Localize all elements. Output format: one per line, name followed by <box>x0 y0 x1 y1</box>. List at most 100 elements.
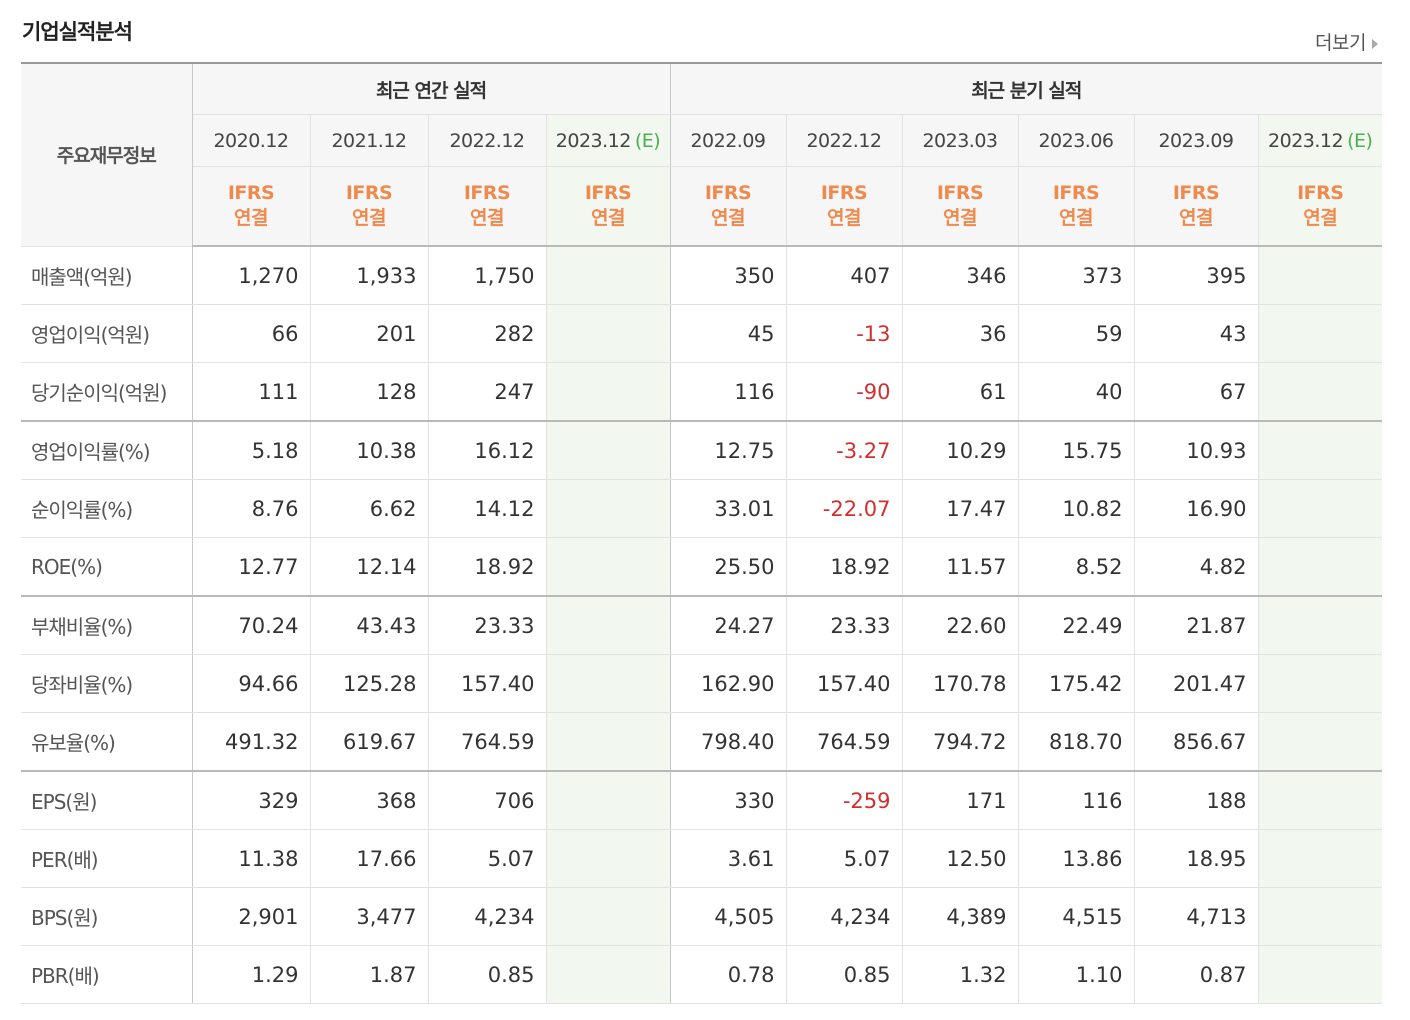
value-cell: 116 <box>670 362 787 422</box>
row-label: 당좌비율(%) <box>21 654 193 713</box>
value-cell: 16.90 <box>1134 479 1259 538</box>
value-cell: 40 <box>1018 362 1135 422</box>
table-row: 부채비율(%) 70.24 43.43 23.33 24.27 23.33 22.60 22.… <box>21 596 1382 655</box>
value-cell <box>1258 304 1382 363</box>
value-cell: 491.32 <box>192 712 311 772</box>
value-cell: 407 <box>786 246 903 305</box>
value-cell: 856.67 <box>1134 712 1259 772</box>
ifrs-badge[interactable]: IFRS 연결 <box>546 166 671 247</box>
table-row: 영업이익률(%) 5.18 10.38 16.12 12.75 -3.27 10.29 15.… <box>21 421 1382 480</box>
value-cell <box>546 421 671 480</box>
consolidated-label: 연결 <box>470 207 504 229</box>
value-cell: 18.92 <box>786 537 903 597</box>
ifrs-badge[interactable]: IFRS 연결 <box>428 166 547 247</box>
value-cell: 764.59 <box>786 712 903 772</box>
year-header: 2023.12 (E) <box>1258 114 1382 167</box>
value-cell: 12.75 <box>670 421 787 480</box>
year-label: 2023.12 <box>1268 129 1344 152</box>
value-cell: 1.10 <box>1018 945 1135 1004</box>
more-link-label: 더보기 <box>1315 32 1366 54</box>
ifrs-badge[interactable]: IFRS 연결 <box>786 166 903 247</box>
ifrs-badge[interactable]: IFRS 연결 <box>1258 166 1382 247</box>
year-header: 2021.12 <box>310 114 429 167</box>
value-cell: 10.38 <box>310 421 429 480</box>
value-cell: 21.87 <box>1134 596 1259 655</box>
value-cell <box>546 945 671 1004</box>
value-cell: 66 <box>192 304 311 363</box>
value-cell: 59 <box>1018 304 1135 363</box>
ifrs-badge[interactable]: IFRS 연결 <box>192 166 311 247</box>
year-header: 2023.06 <box>1018 114 1135 167</box>
value-cell: 1,270 <box>192 246 311 305</box>
ifrs-label: IFRS <box>345 182 393 204</box>
value-cell: 10.82 <box>1018 479 1135 538</box>
value-cell: 11.57 <box>902 537 1019 597</box>
value-cell: 12.50 <box>902 829 1019 888</box>
financial-summary-table: 주요재무정보 최근 연간 실적 최근 분기 실적 2020.12 2021.12 2… <box>21 62 1382 1004</box>
value-cell: 3,477 <box>310 887 429 946</box>
value-cell <box>546 304 671 363</box>
value-cell: 94.66 <box>192 654 311 713</box>
consolidated-label: 연결 <box>234 207 268 229</box>
estimate-mark: (E) <box>634 129 661 152</box>
value-cell <box>546 771 671 830</box>
row-label: 유보율(%) <box>21 712 193 772</box>
value-cell: 0.85 <box>786 945 903 1004</box>
value-cell <box>1258 771 1382 830</box>
year-header: 2023.12 (E) <box>546 114 671 167</box>
value-cell: 4,505 <box>670 887 787 946</box>
ifrs-badge[interactable]: IFRS 연결 <box>1134 166 1259 247</box>
year-label: 2023.06 <box>1038 129 1114 152</box>
value-cell <box>1258 829 1382 888</box>
row-label: 당기순이익(억원) <box>21 362 193 422</box>
table-row: 유보율(%) 491.32 619.67 764.59 798.40 764.59 794.… <box>21 712 1382 772</box>
value-cell: 125.28 <box>310 654 429 713</box>
consolidated-label: 연결 <box>711 207 745 229</box>
value-cell: 5.07 <box>786 829 903 888</box>
value-cell <box>1258 537 1382 597</box>
ifrs-badge[interactable]: IFRS 연결 <box>1018 166 1135 247</box>
value-cell: 128 <box>310 362 429 422</box>
year-label: 2023.09 <box>1158 129 1234 152</box>
ifrs-badge[interactable]: IFRS 연결 <box>670 166 787 247</box>
value-cell: 188 <box>1134 771 1259 830</box>
ifrs-label: IFRS <box>1052 182 1100 204</box>
value-cell: -22.07 <box>786 479 903 538</box>
value-cell: 17.47 <box>902 479 1019 538</box>
ifrs-badge[interactable]: IFRS 연결 <box>902 166 1019 247</box>
value-cell: 33.01 <box>670 479 787 538</box>
table-row: 매출액(억원) 1,270 1,933 1,750 350 407 346 373 395 <box>21 246 1382 305</box>
value-cell: 17.66 <box>310 829 429 888</box>
value-cell: 330 <box>670 771 787 830</box>
value-cell: 4,713 <box>1134 887 1259 946</box>
value-cell: 18.95 <box>1134 829 1259 888</box>
value-cell: 1.29 <box>192 945 311 1004</box>
value-cell <box>1258 421 1382 480</box>
ifrs-label: IFRS <box>227 182 275 204</box>
annual-header: 최근 연간 실적 <box>192 63 671 115</box>
ifrs-badge[interactable]: IFRS 연결 <box>310 166 429 247</box>
value-cell: 16.12 <box>428 421 547 480</box>
value-cell <box>546 712 671 772</box>
year-label: 2023.03 <box>922 129 998 152</box>
ifrs-label: IFRS <box>820 182 868 204</box>
value-cell: 171 <box>902 771 1019 830</box>
more-link[interactable]: 더보기 <box>1315 28 1378 55</box>
table-row: PER(배) 11.38 17.66 5.07 3.61 5.07 12.50 13.86 18… <box>21 829 1382 888</box>
value-cell: 3.61 <box>670 829 787 888</box>
row-label: 부채비율(%) <box>21 596 193 655</box>
row-label: 순이익률(%) <box>21 479 193 538</box>
value-cell: 13.86 <box>1018 829 1135 888</box>
ifrs-label: IFRS <box>463 182 511 204</box>
value-cell: 23.33 <box>428 596 547 655</box>
value-cell: 0.87 <box>1134 945 1259 1004</box>
consolidated-label: 연결 <box>1303 207 1338 229</box>
value-cell: 764.59 <box>428 712 547 772</box>
value-cell <box>1258 479 1382 538</box>
value-cell: 8.76 <box>192 479 311 538</box>
row-label: ROE(%) <box>21 537 193 597</box>
ifrs-label: IFRS <box>584 182 632 204</box>
value-cell: 14.12 <box>428 479 547 538</box>
value-cell: 43.43 <box>310 596 429 655</box>
value-cell: 1,750 <box>428 246 547 305</box>
